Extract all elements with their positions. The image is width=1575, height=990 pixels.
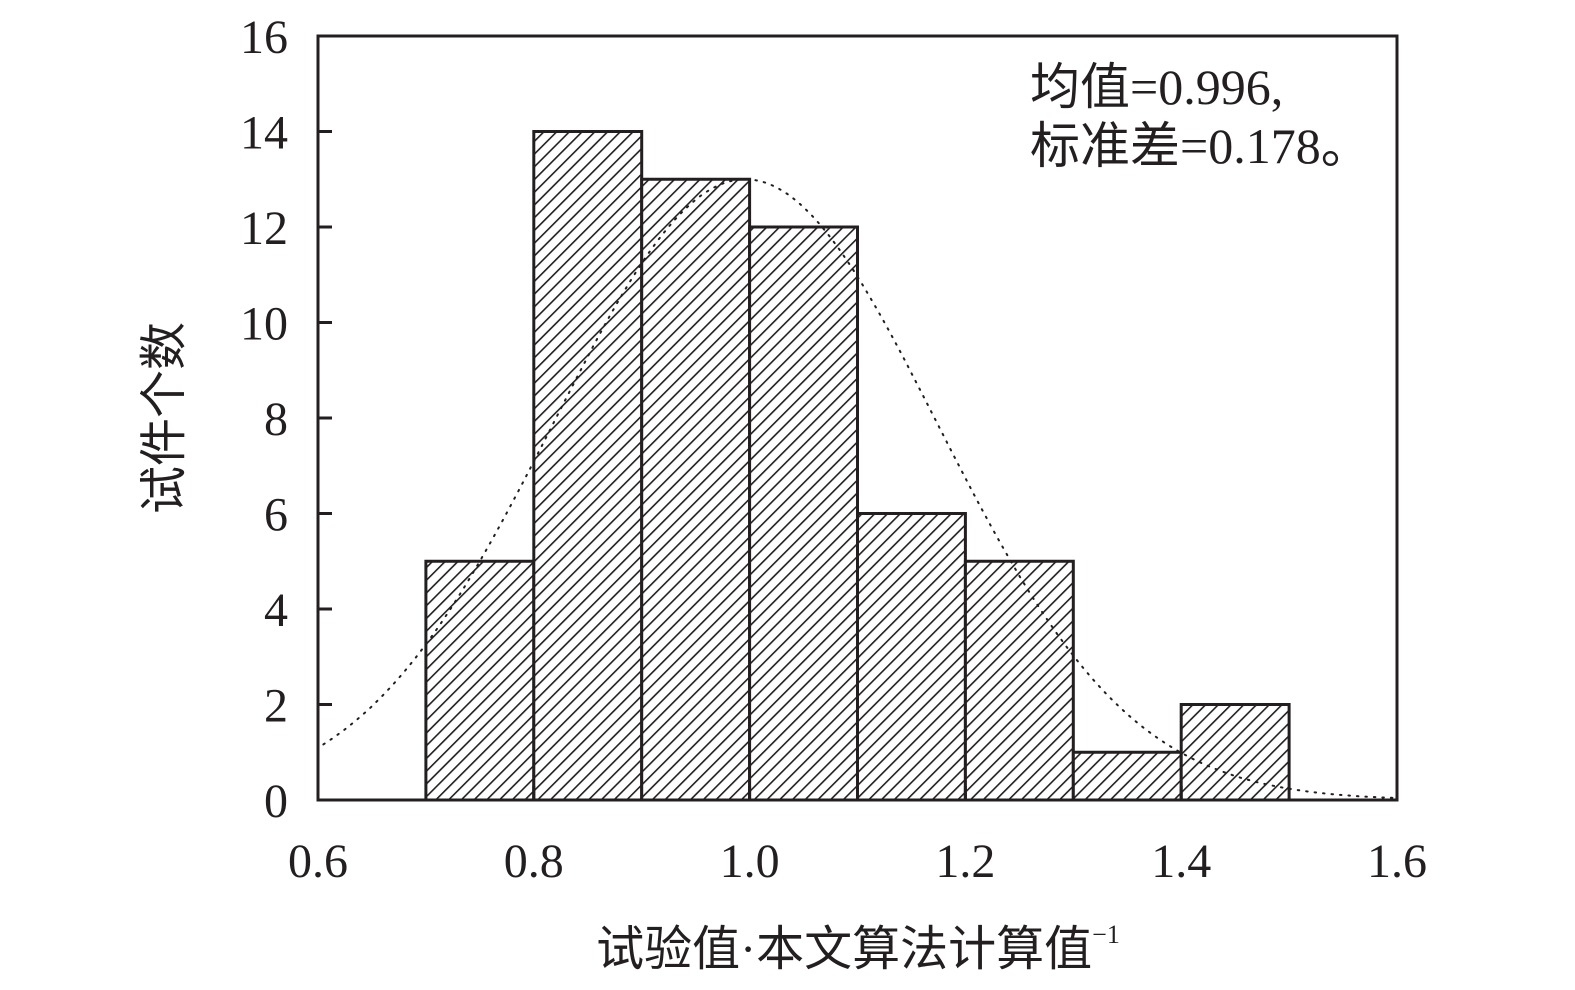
y-axis-label: 试件个数 <box>138 322 191 514</box>
x-tick-label: 1.2 <box>935 835 995 888</box>
y-tick-label: 2 <box>264 680 288 733</box>
x-tick-label: 0.8 <box>504 835 564 888</box>
histogram-bar <box>532 130 644 802</box>
y-tick-label: 6 <box>264 489 288 542</box>
histogram-bar <box>1179 703 1291 802</box>
x-axis-label: 试验值·本文算法计算值−1 <box>596 920 1120 976</box>
y-tick-label: 0 <box>264 775 288 828</box>
y-tick-label: 12 <box>240 202 288 255</box>
histogram-bar <box>424 559 536 802</box>
y-tick-label: 14 <box>240 107 288 160</box>
y-tick-label: 10 <box>240 298 288 351</box>
y-tick-label: 16 <box>240 11 288 64</box>
x-tick-label: 1.0 <box>720 835 780 888</box>
y-axis: 0 2 4 6 8 10 12 14 16 <box>240 11 332 828</box>
histogram-bar <box>1071 750 1183 802</box>
x-tick-label: 0.6 <box>288 835 348 888</box>
x-axis-label-text: 试验值·本文算法计算值 <box>596 923 1092 976</box>
annotation-mean: 均值=0.996, <box>1030 59 1283 115</box>
histogram-bar <box>748 225 859 802</box>
x-axis-label-superscript: −1 <box>1092 920 1120 949</box>
histogram-bar <box>963 559 1075 802</box>
histogram-bar <box>640 177 752 802</box>
annotation-std: 标准差=0.178。 <box>1030 118 1371 174</box>
x-axis: 0.6 0.8 1.0 1.2 1.4 1.6 <box>288 786 1427 888</box>
histogram-bar <box>856 512 967 802</box>
y-tick-label: 8 <box>264 393 288 446</box>
bars <box>424 130 1291 802</box>
x-tick-label: 1.4 <box>1151 835 1211 888</box>
normal-fit-curve <box>322 178 1398 799</box>
y-tick-label: 4 <box>264 584 288 637</box>
x-tick-label: 1.6 <box>1367 835 1427 888</box>
